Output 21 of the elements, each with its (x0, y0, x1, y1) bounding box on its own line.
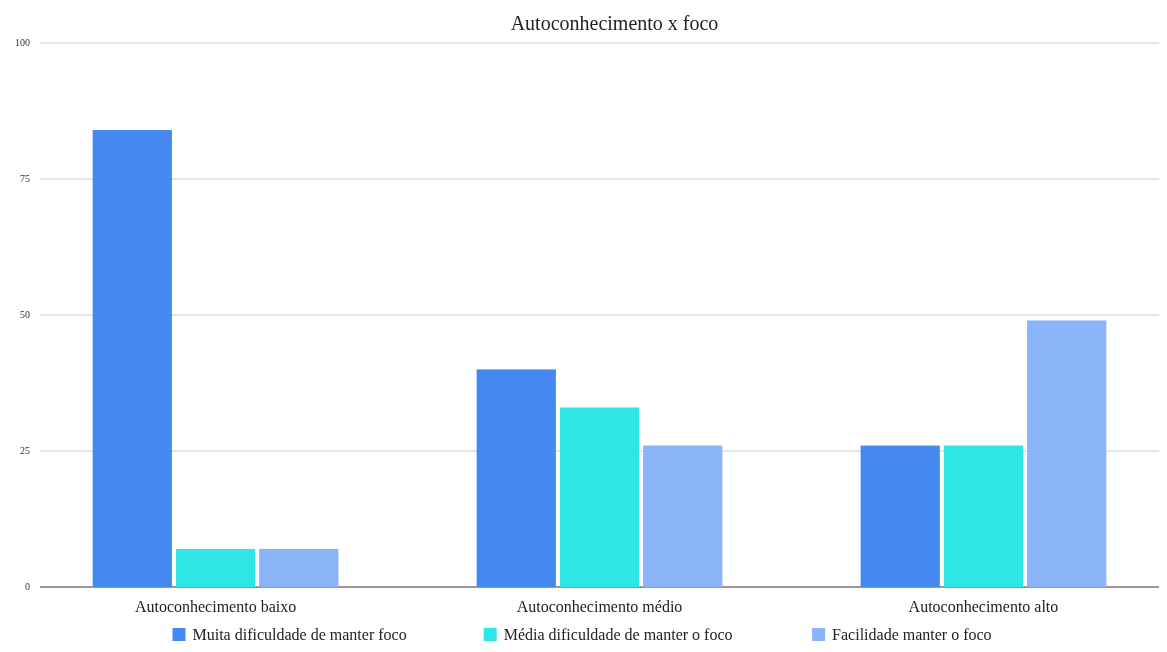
legend-label: Muita dificuldade de manter foco (192, 626, 407, 643)
bar (860, 445, 940, 587)
legend-label: Média dificuldade de manter o foco (503, 626, 733, 643)
legend-label: Facilidade manter o foco (832, 626, 992, 643)
bar (559, 407, 640, 587)
bar (92, 130, 172, 587)
y-tick-label: 100 (15, 37, 30, 48)
y-tick-label: 0 (25, 581, 30, 592)
y-tick-label: 25 (20, 445, 30, 456)
bar (643, 445, 723, 587)
x-tick-label: Autoconhecimento alto (908, 598, 1059, 615)
y-tick-label: 75 (20, 173, 30, 184)
bar (943, 445, 1024, 587)
bar (476, 369, 556, 587)
y-tick-label: 50 (20, 309, 30, 320)
x-tick-label: Autoconhecimento baixo (134, 598, 297, 615)
bar (259, 548, 339, 587)
bar (1027, 320, 1107, 587)
bar (175, 548, 256, 587)
x-tick-label: Autoconhecimento médio (516, 598, 683, 615)
chart-title: Autoconhecimento x foco (510, 12, 719, 34)
